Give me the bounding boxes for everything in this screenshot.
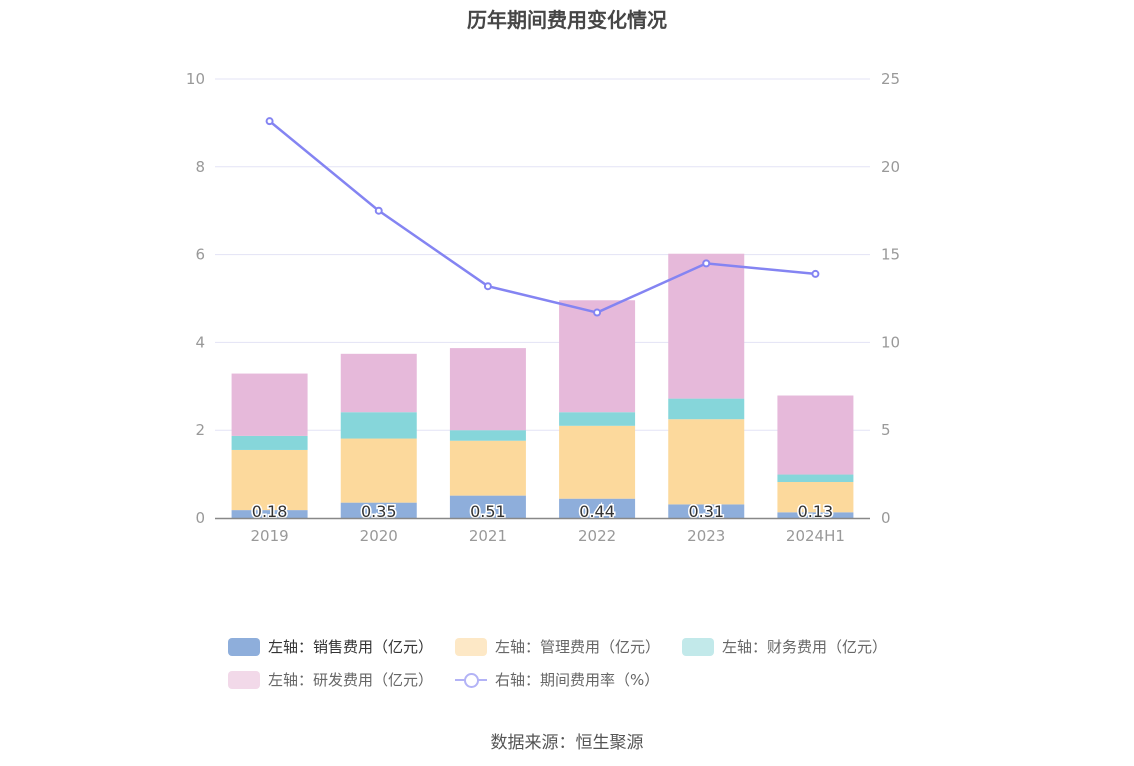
right-axis-tick-label: 25 bbox=[881, 70, 900, 88]
data-source: 数据来源：恒生聚源 bbox=[490, 733, 644, 753]
bar-segment bbox=[340, 502, 417, 518]
left-axis-tick-label: 10 bbox=[186, 70, 205, 88]
line-point bbox=[265, 117, 274, 126]
bar-segment bbox=[559, 498, 636, 518]
line-point bbox=[374, 206, 383, 215]
line-point bbox=[811, 269, 820, 278]
bar-segment bbox=[231, 435, 308, 450]
legend-swatch-finance bbox=[682, 637, 715, 656]
chart-title: 历年期间费用变化情况 bbox=[467, 8, 667, 32]
bar-data-label: 0.31 bbox=[688, 502, 724, 521]
line-point bbox=[483, 282, 492, 291]
bar-segment bbox=[231, 510, 308, 518]
legend-label-rate: 右轴：期间费用率（%） bbox=[495, 671, 660, 689]
bar-segment bbox=[668, 419, 745, 505]
bar-segment bbox=[668, 253, 745, 399]
bar-data-label: 0.18 bbox=[252, 502, 288, 521]
bar-segment bbox=[668, 504, 745, 518]
bar-segment bbox=[340, 353, 417, 413]
bar-data-label: 0.51 bbox=[470, 502, 506, 521]
x-axis-tick-label: 2023 bbox=[687, 527, 725, 545]
right-axis-tick-label: 15 bbox=[881, 246, 900, 264]
right-axis-tick-label: 20 bbox=[881, 158, 900, 176]
legend-label-rnd: 左轴：研发费用（亿元） bbox=[268, 671, 434, 689]
bar-segment bbox=[668, 398, 745, 420]
legend-item-sales[interactable]: 左轴：销售费用（亿元） bbox=[228, 636, 433, 657]
left-axis-tick-label: 0 bbox=[195, 509, 205, 527]
x-axis-tick-label: 2022 bbox=[578, 527, 616, 545]
legend-swatch-rnd bbox=[228, 670, 260, 689]
bar-data-label: 0.13 bbox=[798, 502, 834, 521]
right-axis-tick-label: 5 bbox=[881, 421, 891, 439]
bar-segment bbox=[340, 412, 417, 439]
bar-segment bbox=[559, 412, 636, 426]
legend-row-1: 左轴：销售费用（亿元） 左轴：管理费用（亿元） 左轴：财务费用（亿元） bbox=[228, 630, 928, 663]
legend-swatch-admin bbox=[455, 637, 488, 656]
line-point bbox=[593, 308, 602, 317]
left-axis-tick-label: 8 bbox=[195, 158, 205, 176]
legend: 左轴：销售费用（亿元） 左轴：管理费用（亿元） 左轴：财务费用（亿元） 左轴：研… bbox=[228, 630, 928, 696]
bar-segment bbox=[449, 440, 526, 496]
x-axis-tick-label: 2021 bbox=[469, 527, 507, 545]
legend-item-rate[interactable]: 右轴：期间费用率（%） bbox=[455, 669, 659, 690]
line-series-path bbox=[268, 120, 816, 314]
bar-segment bbox=[449, 348, 526, 431]
bar-data-label: 0.35 bbox=[361, 502, 397, 521]
legend-label-finance: 左轴：财务费用（亿元） bbox=[722, 638, 888, 656]
left-axis-tick-label: 2 bbox=[195, 421, 205, 439]
bar-segment bbox=[449, 495, 526, 518]
bar-segment bbox=[777, 395, 854, 475]
bar-segment bbox=[231, 449, 308, 511]
line-point bbox=[702, 259, 711, 268]
x-axis-tick-label: 2020 bbox=[360, 527, 398, 545]
legend-item-rnd[interactable]: 左轴：研发费用（亿元） bbox=[228, 669, 433, 690]
x-axis-tick-label: 2019 bbox=[250, 527, 288, 545]
bar-segment bbox=[340, 438, 417, 503]
legend-label-sales: 左轴：销售费用（亿元） bbox=[268, 638, 434, 656]
legend-row-2: 左轴：研发费用（亿元） 右轴：期间费用率（%） bbox=[228, 663, 928, 696]
bar-segment bbox=[231, 373, 308, 436]
left-axis-tick-label: 4 bbox=[195, 333, 205, 351]
legend-label-admin: 左轴：管理费用（亿元） bbox=[495, 638, 661, 656]
right-axis-tick-label: 10 bbox=[881, 333, 900, 351]
bar-segment bbox=[559, 300, 636, 413]
legend-line-marker-icon bbox=[455, 671, 488, 689]
bar-data-label: 0.44 bbox=[579, 502, 615, 521]
bar-segment bbox=[449, 430, 526, 441]
bar-segment bbox=[777, 512, 854, 518]
legend-swatch-sales bbox=[228, 637, 260, 656]
bar-segment bbox=[559, 425, 636, 499]
right-axis-tick-label: 0 bbox=[881, 509, 891, 527]
x-axis-tick-label: 2024H1 bbox=[786, 527, 845, 545]
left-axis-tick-label: 6 bbox=[195, 246, 205, 264]
legend-item-admin[interactable]: 左轴：管理费用（亿元） bbox=[455, 636, 660, 657]
legend-item-finance[interactable]: 左轴：财务费用（亿元） bbox=[682, 636, 887, 657]
bar-segment bbox=[777, 474, 854, 483]
bar-segment bbox=[777, 482, 854, 513]
